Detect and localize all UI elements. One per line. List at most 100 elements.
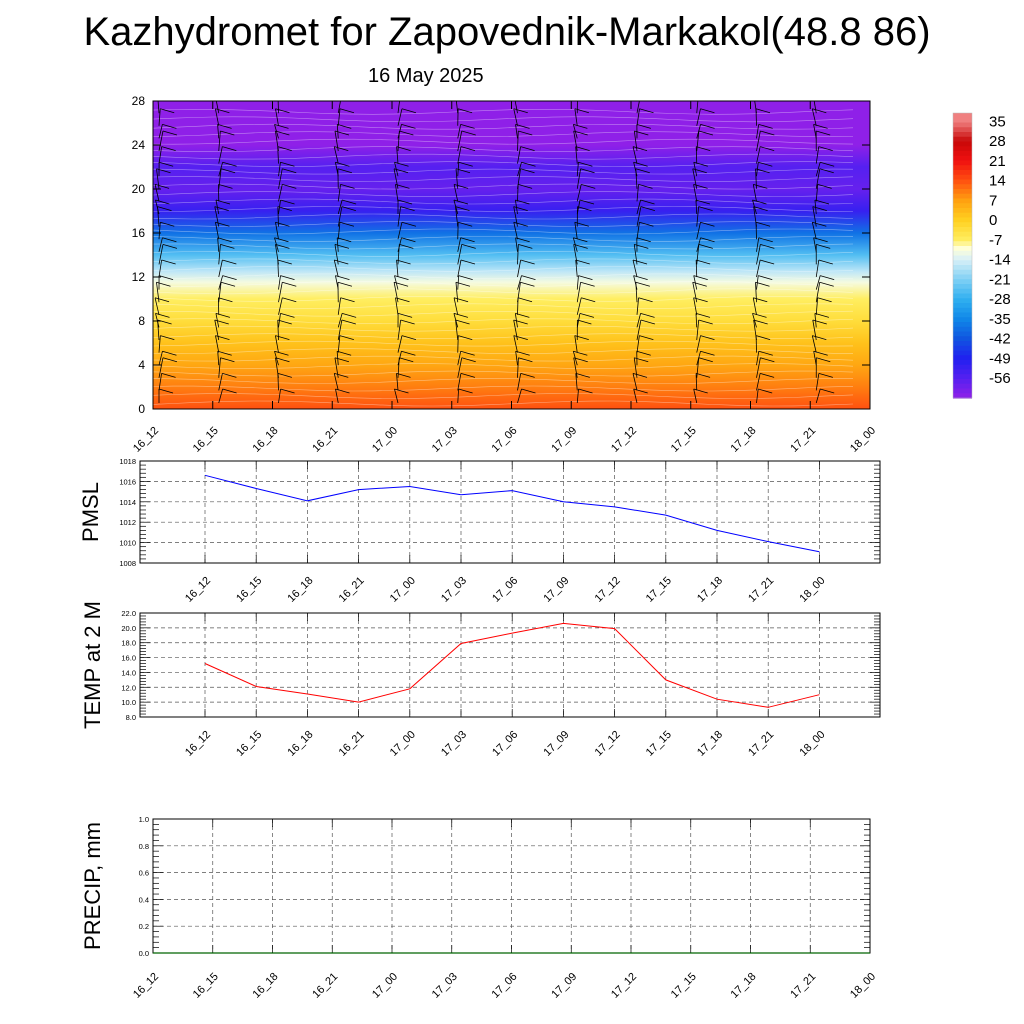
wind-barb <box>633 162 638 177</box>
contour-line <box>153 378 853 384</box>
wind-barb <box>333 259 339 278</box>
wind-barb-flag <box>277 319 292 325</box>
wind-barb-flag <box>401 93 415 97</box>
wind-barb <box>756 237 760 252</box>
wind-barb-flag <box>573 357 588 363</box>
wind-barb-flag <box>395 184 410 189</box>
wind-barb-flag <box>455 319 470 325</box>
wind-barb <box>696 357 700 378</box>
y-tick-label: 0 <box>138 402 145 416</box>
wind-barb-flag <box>640 313 655 318</box>
wind-barb <box>753 319 757 341</box>
contour-line <box>153 370 854 377</box>
x-tick-label: 18_00 <box>848 425 878 455</box>
colorbar-cell <box>953 265 972 271</box>
wind-barb-flag <box>580 168 595 174</box>
colorbar-cell <box>953 193 972 200</box>
wind-barb <box>335 275 339 290</box>
wind-barb <box>277 319 279 341</box>
wind-barb <box>756 130 761 152</box>
wind-barb <box>215 335 220 353</box>
wind-barb <box>215 199 220 215</box>
wind-barb <box>156 168 160 189</box>
colorbar-cell <box>953 141 972 147</box>
wind-barb <box>218 282 222 303</box>
wind-barb <box>576 313 581 328</box>
wind-barb-flag <box>461 130 476 136</box>
wind-barb <box>394 162 399 177</box>
colorbar-cell <box>953 113 972 119</box>
wind-barb-flag <box>159 161 174 167</box>
wind-barb-flag <box>818 373 833 378</box>
wind-barb <box>397 124 402 139</box>
wind-barb <box>274 237 279 252</box>
wind-barb-flag <box>396 373 411 378</box>
wind-barb-flag <box>513 108 528 114</box>
x-tick-label: 17_15 <box>644 729 674 759</box>
wind-barb <box>755 282 757 303</box>
wind-barb-flag <box>874 336 888 340</box>
colorbar-cell <box>953 322 972 328</box>
wind-barb <box>334 357 339 378</box>
wind-barb <box>874 373 876 390</box>
colorbar-cell <box>953 184 972 190</box>
wind-barb-flag <box>399 244 414 249</box>
wind-barb <box>155 199 160 215</box>
wind-barb <box>275 108 279 126</box>
wind-barb <box>275 222 279 240</box>
wind-barb <box>815 297 819 315</box>
wind-barb <box>576 275 579 290</box>
wind-barb-flag <box>700 124 715 129</box>
colorbar-cell <box>953 336 972 342</box>
wind-barb <box>633 244 638 265</box>
wind-barb-flag <box>517 184 533 189</box>
x-tick-label: 17_12 <box>609 425 639 455</box>
wind-barb-flag <box>578 161 593 167</box>
y-tick-label: 0.4 <box>139 895 149 904</box>
wind-barb-flag <box>275 108 290 114</box>
x-tick-label: 16_21 <box>337 575 367 605</box>
wind-barb-flag <box>700 108 715 114</box>
contour-line <box>153 363 854 369</box>
wind-barb-flag <box>222 161 237 167</box>
x-tick-label: 17_12 <box>593 729 623 759</box>
x-tick-label: 16_18 <box>285 729 315 759</box>
colorbar-cell <box>953 388 972 394</box>
colorbar-cell <box>953 293 972 299</box>
wind-barb <box>218 130 221 152</box>
wind-barb <box>158 357 164 378</box>
temp-panel: 8.0 10.0 12.0 14.0 16.0 18.0 20.0 22.0 16_12 16_1… <box>80 601 881 759</box>
wind-barb-flag <box>820 388 835 394</box>
colorbar-label: -56 <box>989 370 1011 387</box>
x-tick-label: 18_00 <box>797 575 827 605</box>
wind-barb <box>636 199 641 215</box>
wind-barb <box>872 124 876 138</box>
colorbar-label: 28 <box>989 133 1006 150</box>
wind-barb-flag <box>578 275 593 280</box>
wind-barb <box>337 297 341 315</box>
wind-barb <box>636 297 639 315</box>
wind-barb-flag <box>220 281 236 287</box>
wind-barb <box>754 101 757 114</box>
colorbar-label: -14 <box>989 252 1011 269</box>
wind-barb-flag <box>818 259 833 265</box>
wind-barb-flag <box>518 130 533 136</box>
wind-barb <box>215 222 220 240</box>
wind-barb-flag <box>879 200 893 204</box>
wind-barb-flag <box>573 350 588 356</box>
colorbar-label: 7 <box>989 192 997 209</box>
wind-barb <box>158 373 162 391</box>
wind-barb-flag <box>633 388 648 394</box>
wind-barb <box>218 168 222 189</box>
colorbar-cell <box>953 222 972 228</box>
x-tick-label: 16_21 <box>310 425 340 455</box>
wind-barb-flag <box>162 357 178 363</box>
wind-barb-flag <box>814 313 829 318</box>
wind-barb <box>517 244 519 265</box>
wind-barb <box>334 130 339 152</box>
wind-barb <box>457 388 460 404</box>
wind-barb-flag <box>157 93 171 97</box>
wind-barb-flag <box>874 373 888 377</box>
wind-barb <box>218 146 223 164</box>
wind-barb <box>815 146 820 164</box>
